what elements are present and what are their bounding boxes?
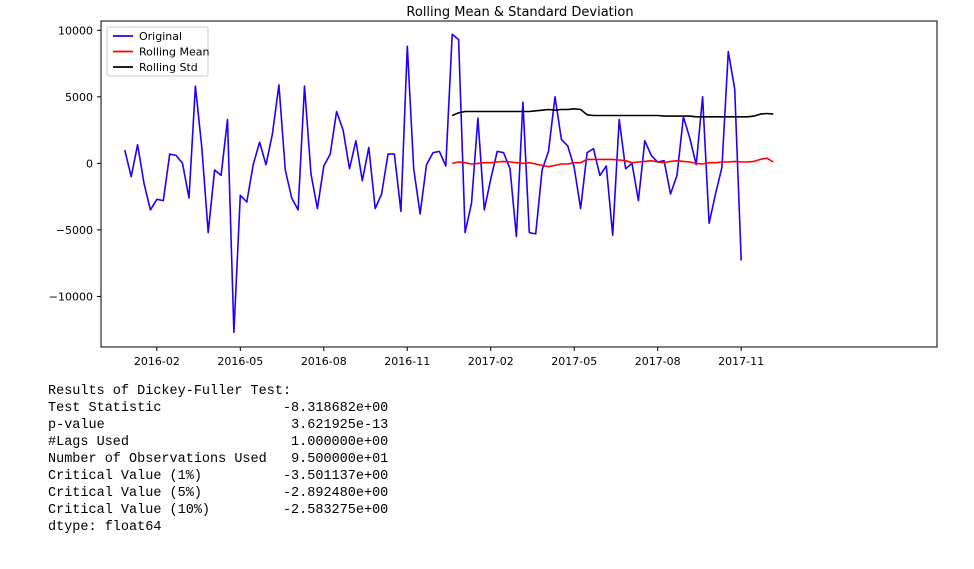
df-row-gap	[267, 452, 291, 467]
df-row-label: Critical Value (5%)	[48, 486, 202, 501]
y-tick-label: 5000	[65, 91, 93, 104]
df-row: Critical Value (10%) -2.583275e+00	[48, 502, 388, 519]
x-tick-label: 2017-02	[468, 355, 514, 368]
x-tick-label: 2016-05	[217, 355, 263, 368]
df-row-gap	[210, 503, 283, 518]
df-row-label: Number of Observations Used	[48, 452, 267, 467]
df-row-label: Test Statistic	[48, 401, 162, 416]
df-row-value: -8.318682e+00	[282, 401, 389, 416]
df-row-value: -2.892480e+00	[282, 486, 389, 501]
legend-label: Original	[139, 30, 182, 43]
x-tick-label: 2016-08	[301, 355, 347, 368]
x-tick-label: 2017-11	[718, 355, 764, 368]
series-line-rolling-std	[451, 108, 774, 118]
x-tick-label: 2017-08	[635, 355, 681, 368]
df-row-value: -2.583275e+00	[282, 503, 389, 518]
y-tick-label: −10000	[49, 290, 93, 303]
x-tick-label: 2017-05	[551, 355, 597, 368]
x-tick-label: 2016-11	[384, 355, 430, 368]
df-row-label: #Lags Used	[48, 435, 130, 450]
df-row: Critical Value (1%) -3.501137e+00	[48, 468, 388, 485]
df-row-label: p-value	[48, 418, 105, 433]
df-rows: Test Statistic -8.318682e+00 p-value 3.62…	[48, 400, 388, 519]
chart-title: Rolling Mean & Standard Deviation	[406, 5, 633, 20]
x-axis: 2016-02 2016-05 2016-08 2016-11 2017-02 2017-…	[134, 347, 764, 368]
df-row-value: -3.501137e+00	[282, 469, 389, 484]
df-row-gap	[161, 401, 283, 416]
df-row-value: 3.621925e-13	[291, 418, 389, 433]
series-line-original	[124, 33, 742, 334]
df-header: Results of Dickey-Fuller Test:	[48, 384, 292, 399]
x-tick-label: 2016-02	[134, 355, 180, 368]
df-row: Test Statistic -8.318682e+00	[48, 400, 388, 417]
chart: Rolling Mean & Standard Deviation 10000 5…	[49, 5, 938, 368]
df-row: Number of Observations Used 9.500000e+01	[48, 451, 388, 468]
df-row-value: 9.500000e+01	[291, 452, 389, 467]
df-row-gap	[202, 486, 283, 501]
df-row-value: 1.000000e+00	[291, 435, 389, 450]
y-tick-label: −5000	[56, 224, 93, 237]
y-tick-label: 0	[86, 157, 93, 170]
series-line-rolling-mean	[452, 157, 774, 168]
plot-area	[100, 20, 938, 348]
series-lines	[124, 33, 774, 334]
df-row: #Lags Used 1.000000e+00	[48, 434, 388, 451]
df-row-label: Critical Value (1%)	[48, 469, 202, 484]
df-row: Critical Value (5%) -2.892480e+00	[48, 485, 388, 502]
legend-box	[106, 26, 209, 77]
y-tick-label: 10000	[58, 24, 93, 37]
legend-label: Rolling Std	[139, 61, 198, 74]
legend: Original Rolling Mean Rolling Std	[106, 26, 209, 77]
df-row-gap	[129, 435, 291, 450]
df-row-gap	[105, 418, 291, 433]
df-row-gap	[202, 469, 283, 484]
legend-label: Rolling Mean	[139, 46, 209, 59]
df-row: p-value 3.621925e-13	[48, 417, 388, 434]
dickey-fuller-results: Results of Dickey-Fuller Test: Test Stat…	[48, 383, 388, 536]
df-row-label: Critical Value (10%)	[48, 503, 211, 518]
y-axis: 10000 5000 0 −5000 −10000	[49, 24, 101, 303]
df-footer: dtype: float64	[48, 520, 162, 535]
